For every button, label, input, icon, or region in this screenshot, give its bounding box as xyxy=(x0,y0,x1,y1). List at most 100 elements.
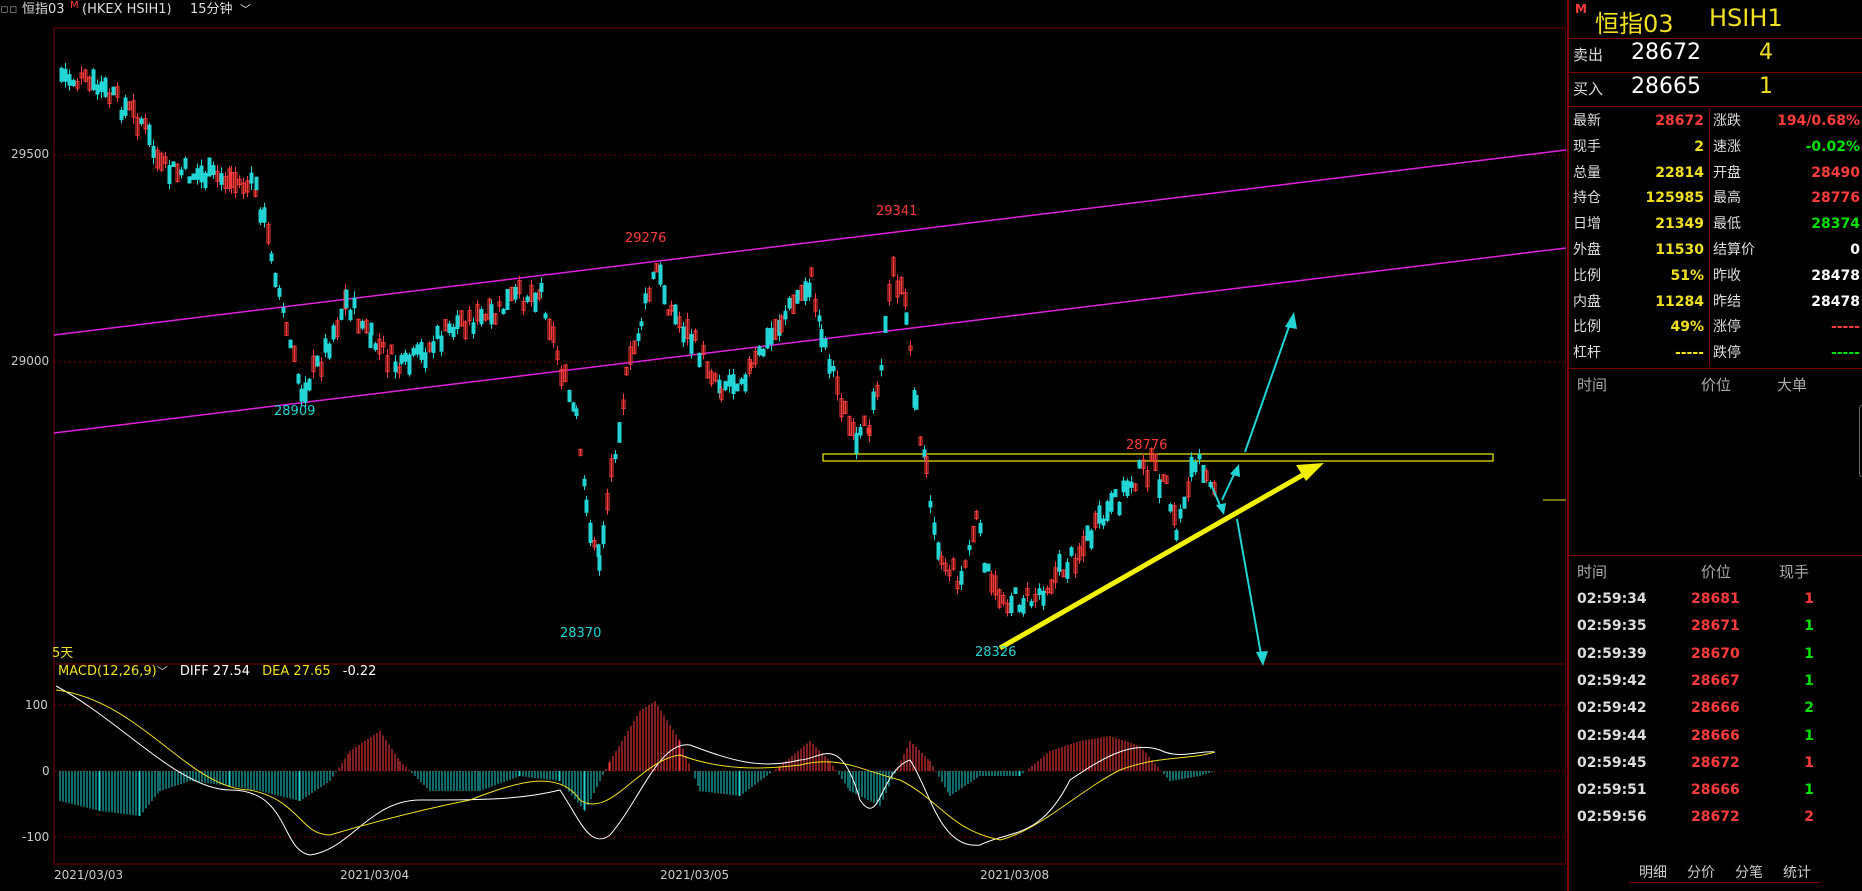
candle-body xyxy=(397,366,402,374)
candle-body xyxy=(936,542,941,560)
candle-body xyxy=(525,296,530,302)
candle-body xyxy=(1121,480,1126,493)
trade-price: 28681 xyxy=(1691,591,1740,607)
candle-body xyxy=(1125,480,1130,497)
candle-body xyxy=(749,362,754,369)
candle-body xyxy=(393,361,398,373)
candle-body xyxy=(307,378,312,391)
chart-title-bar: ▫▫ 恒指03 M (HKEX HSIH1) 15分钟 ﹀ xyxy=(0,0,1566,20)
candle-body xyxy=(207,157,212,177)
stat-value: 11284 xyxy=(1655,293,1704,310)
candle-body xyxy=(1133,483,1138,492)
trade-row[interactable]: 02:59:51 28666 1 xyxy=(1569,777,1862,804)
trade-row[interactable]: 02:59:45 28672 1 xyxy=(1569,750,1862,777)
tab-price-dist[interactable]: 分价 xyxy=(1677,862,1725,883)
stat-label: 结算价 xyxy=(1713,242,1755,258)
scrollbar[interactable] xyxy=(1859,405,1862,477)
tab-ticks[interactable]: 分笔 xyxy=(1725,862,1773,883)
candle-body xyxy=(199,165,204,183)
trade-time: 02:59:45 xyxy=(1577,754,1647,771)
chart-title[interactable]: 恒指03 xyxy=(22,2,65,17)
sell-price[interactable]: 28672 xyxy=(1631,40,1701,65)
candle-body xyxy=(360,321,365,329)
candle-body xyxy=(843,400,848,414)
candle-body xyxy=(908,345,913,351)
stat-label: 内盘 xyxy=(1573,293,1601,310)
stat-value: 28478 xyxy=(1811,267,1860,284)
instrument-name: 恒指03 xyxy=(1595,10,1674,38)
trade-row[interactable]: 02:59:56 28672 2 xyxy=(1569,804,1862,831)
candle-body xyxy=(339,308,344,320)
trade-row[interactable]: 02:59:42 28667 1 xyxy=(1569,668,1862,695)
support-trend-arrow[interactable] xyxy=(998,465,1317,651)
candle-body xyxy=(719,388,724,401)
candle-body xyxy=(479,309,484,325)
stat-label: 速涨 xyxy=(1713,138,1741,155)
candle-body xyxy=(1141,459,1146,469)
resistance-zone[interactable] xyxy=(822,453,1494,462)
trade-qty: 1 xyxy=(1804,672,1814,689)
stat-label: 总量 xyxy=(1573,164,1601,181)
candle-body xyxy=(543,313,548,319)
period-selector[interactable]: 15分钟 xyxy=(190,2,233,17)
candle-body xyxy=(284,322,289,336)
range-label[interactable]: 5天 xyxy=(52,646,74,661)
candle-body xyxy=(1089,530,1094,549)
candle-body xyxy=(63,68,68,82)
candle-body xyxy=(867,425,872,436)
quote-panel: M 恒指03 HSIH1 卖出 28672 4 买入 28665 1 最新 286… xyxy=(1567,0,1862,891)
menu-dots-icon[interactable]: ▫▫ xyxy=(0,2,18,17)
candle-body xyxy=(277,287,282,297)
x-tick-date: 2021/03/04 xyxy=(340,868,410,882)
tab-stats[interactable]: 统计 xyxy=(1773,862,1821,883)
candle-body xyxy=(103,77,108,97)
panel-tabs: 明细 分价 分笔 统计 xyxy=(1629,862,1821,884)
trade-row[interactable]: 02:59:34 28681 1 xyxy=(1569,586,1862,613)
upper-channel-line-top[interactable] xyxy=(53,149,1566,336)
candle-body xyxy=(658,264,663,285)
title-badge: M xyxy=(70,0,79,11)
trade-qty: 1 xyxy=(1804,591,1814,607)
candle-body xyxy=(389,344,394,355)
stat-label: 现手 xyxy=(1573,138,1601,155)
macd-diff-line xyxy=(55,685,1216,856)
trade-row[interactable]: 02:59:42 28666 2 xyxy=(1569,695,1862,722)
candle-body xyxy=(1204,470,1209,481)
candle-body xyxy=(795,290,800,304)
stat-value: ----- xyxy=(1830,345,1860,362)
tab-detail[interactable]: 明细 xyxy=(1629,862,1677,883)
x-tick-date: 2021/03/08 xyxy=(980,868,1050,882)
candle-body xyxy=(997,589,1002,608)
trade-row[interactable]: 02:59:35 28671 1 xyxy=(1569,613,1862,640)
trade-row[interactable]: 02:59:39 28670 1 xyxy=(1569,641,1862,668)
candle-body xyxy=(769,327,774,345)
candle-body xyxy=(1065,562,1070,579)
candle-body xyxy=(1186,481,1191,498)
macd-label[interactable]: MACD(12,26,9) xyxy=(58,664,157,679)
candle-body xyxy=(1073,557,1078,574)
panel-badge: M xyxy=(1575,2,1587,16)
stat-value: ----- xyxy=(1830,319,1860,336)
candle-body xyxy=(597,555,602,571)
candle-body xyxy=(735,383,740,392)
candle-body xyxy=(131,100,136,118)
price-chart[interactable] xyxy=(0,0,1566,891)
trade-row[interactable]: 02:59:44 28666 1 xyxy=(1569,723,1862,750)
candle-body xyxy=(1105,501,1110,521)
chevron-down-icon[interactable]: ﹀ xyxy=(240,3,251,16)
stat-label: 比例 xyxy=(1573,267,1601,284)
candle-body xyxy=(323,338,328,353)
buy-price[interactable]: 28665 xyxy=(1631,74,1701,99)
trade-price: 28666 xyxy=(1691,700,1740,717)
macd-dea-line xyxy=(55,689,1216,841)
candle-body xyxy=(555,350,560,361)
trade-price: 28670 xyxy=(1691,645,1740,662)
trade-time: 02:59:39 xyxy=(1577,645,1647,662)
chevron-down-icon[interactable]: ﹀ xyxy=(156,665,168,678)
stat-value: 28776 xyxy=(1811,190,1860,207)
candle-body xyxy=(262,207,267,223)
candle-body xyxy=(111,86,116,96)
candle-body xyxy=(761,348,766,357)
candle-body xyxy=(621,399,626,410)
low-label: 28909 xyxy=(274,404,316,419)
